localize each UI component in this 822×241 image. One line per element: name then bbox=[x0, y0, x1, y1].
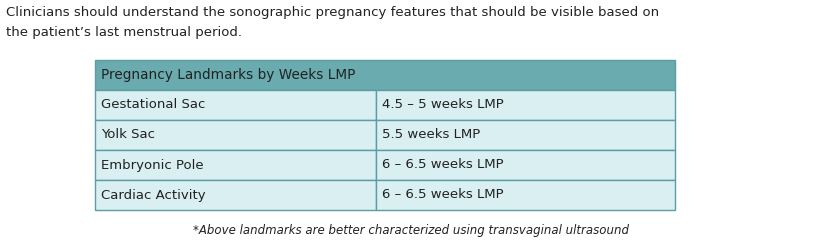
Text: 6 – 6.5 weeks LMP: 6 – 6.5 weeks LMP bbox=[382, 188, 504, 201]
Bar bbox=[95, 120, 376, 150]
Text: *Above landmarks are better characterized using transvaginal ultrasound: *Above landmarks are better characterize… bbox=[193, 224, 629, 237]
Bar bbox=[95, 180, 376, 210]
Bar bbox=[95, 150, 376, 180]
Bar bbox=[376, 120, 675, 150]
Bar bbox=[376, 150, 675, 180]
Text: Gestational Sac: Gestational Sac bbox=[101, 99, 206, 112]
Text: Yolk Sac: Yolk Sac bbox=[101, 128, 155, 141]
Text: Clinicians should understand the sonographic pregnancy features that should be v: Clinicians should understand the sonogra… bbox=[6, 6, 659, 19]
Text: 5.5 weeks LMP: 5.5 weeks LMP bbox=[382, 128, 481, 141]
Bar bbox=[95, 90, 376, 120]
Bar bbox=[376, 180, 675, 210]
Text: Embryonic Pole: Embryonic Pole bbox=[101, 159, 204, 172]
Text: 6 – 6.5 weeks LMP: 6 – 6.5 weeks LMP bbox=[382, 159, 504, 172]
Text: 4.5 – 5 weeks LMP: 4.5 – 5 weeks LMP bbox=[382, 99, 504, 112]
Bar bbox=[95, 60, 675, 90]
Text: Pregnancy Landmarks by Weeks LMP: Pregnancy Landmarks by Weeks LMP bbox=[101, 68, 355, 82]
Text: the patient’s last menstrual period.: the patient’s last menstrual period. bbox=[6, 26, 242, 39]
Bar bbox=[376, 90, 675, 120]
Text: Cardiac Activity: Cardiac Activity bbox=[101, 188, 206, 201]
